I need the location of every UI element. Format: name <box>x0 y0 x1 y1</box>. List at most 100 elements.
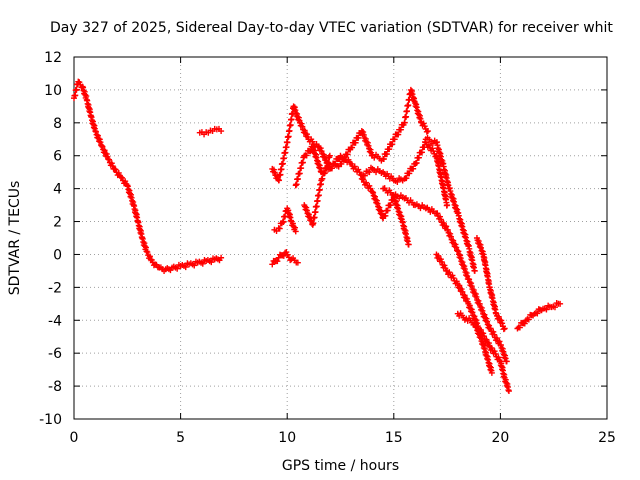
data-point <box>310 220 317 227</box>
data-point <box>397 126 404 133</box>
data-point <box>521 320 528 327</box>
data-point <box>293 181 300 188</box>
data-point <box>410 165 417 172</box>
data-point <box>317 145 324 152</box>
data-point <box>320 151 327 158</box>
data-point <box>534 310 541 317</box>
data-point <box>312 208 319 215</box>
data-point <box>315 192 322 199</box>
data-point <box>349 144 356 151</box>
data-point <box>105 156 112 163</box>
data-point <box>415 154 422 161</box>
data-point <box>461 292 468 299</box>
data-point <box>420 120 427 127</box>
x-tick-label: 15 <box>385 430 403 446</box>
data-point <box>182 264 189 271</box>
data-point <box>285 133 292 140</box>
data-point <box>453 278 460 285</box>
data-point <box>286 127 293 134</box>
data-point <box>493 335 500 342</box>
data-point <box>218 128 225 135</box>
data-point <box>441 262 448 269</box>
series-segment <box>196 125 225 138</box>
data-point <box>284 139 291 146</box>
data-point <box>303 152 310 159</box>
grid-lines <box>74 57 607 419</box>
data-point <box>483 336 490 343</box>
data-points <box>71 78 564 395</box>
data-point <box>314 197 321 204</box>
data-point <box>280 219 287 225</box>
y-tick-label: 6 <box>53 149 62 165</box>
series-segment <box>358 175 412 248</box>
data-point <box>344 151 351 158</box>
data-point <box>363 179 370 186</box>
y-tick-label: 0 <box>53 247 62 263</box>
data-point <box>103 150 110 157</box>
data-point <box>106 156 113 163</box>
data-point <box>367 185 374 192</box>
data-point <box>299 159 306 166</box>
data-point <box>551 304 558 311</box>
y-tick-label: -2 <box>48 280 62 296</box>
data-point <box>99 143 106 150</box>
series-segment <box>514 300 564 332</box>
data-point <box>447 230 454 237</box>
data-point <box>271 169 278 176</box>
data-point <box>384 207 391 214</box>
data-point <box>311 214 318 221</box>
data-point <box>316 186 323 193</box>
data-point <box>280 252 287 259</box>
data-point <box>450 237 457 244</box>
data-point <box>516 324 523 331</box>
data-point <box>270 166 277 173</box>
data-point <box>276 177 283 184</box>
data-point <box>447 233 454 240</box>
data-point <box>289 220 296 227</box>
data-point <box>118 174 125 181</box>
data-point <box>525 316 532 323</box>
data-point <box>446 269 453 276</box>
data-point <box>437 256 444 263</box>
data-point <box>386 146 393 153</box>
data-point <box>146 253 153 260</box>
data-point <box>191 262 198 269</box>
data-point <box>458 286 465 293</box>
y-tick-label: -10 <box>39 412 62 428</box>
data-point <box>401 119 408 126</box>
data-point <box>73 86 80 93</box>
series-segment <box>271 205 299 235</box>
data-point <box>404 108 411 115</box>
data-point <box>282 149 289 156</box>
data-point <box>403 175 410 182</box>
data-point <box>437 216 444 223</box>
data-point <box>395 131 402 138</box>
data-point <box>382 212 389 219</box>
x-tick-label: 10 <box>278 430 296 446</box>
data-point <box>296 170 303 177</box>
data-point <box>425 142 432 149</box>
data-point <box>298 165 305 172</box>
data-point <box>144 249 151 256</box>
data-point <box>269 261 276 268</box>
data-point <box>318 148 325 155</box>
y-tick-label: -8 <box>48 379 62 395</box>
data-point <box>418 149 425 156</box>
data-point <box>391 136 398 143</box>
data-point <box>501 325 508 332</box>
data-point <box>274 258 281 265</box>
data-point <box>308 143 315 150</box>
data-point <box>292 224 299 231</box>
data-point <box>443 223 450 230</box>
data-point <box>112 166 119 173</box>
data-point <box>453 244 460 251</box>
data-point <box>440 219 447 226</box>
data-point <box>434 210 441 217</box>
series-segment <box>473 235 508 333</box>
data-point <box>143 248 150 255</box>
data-point <box>423 128 430 135</box>
data-point <box>485 340 492 347</box>
data-point <box>496 338 503 345</box>
data-point <box>122 178 129 185</box>
